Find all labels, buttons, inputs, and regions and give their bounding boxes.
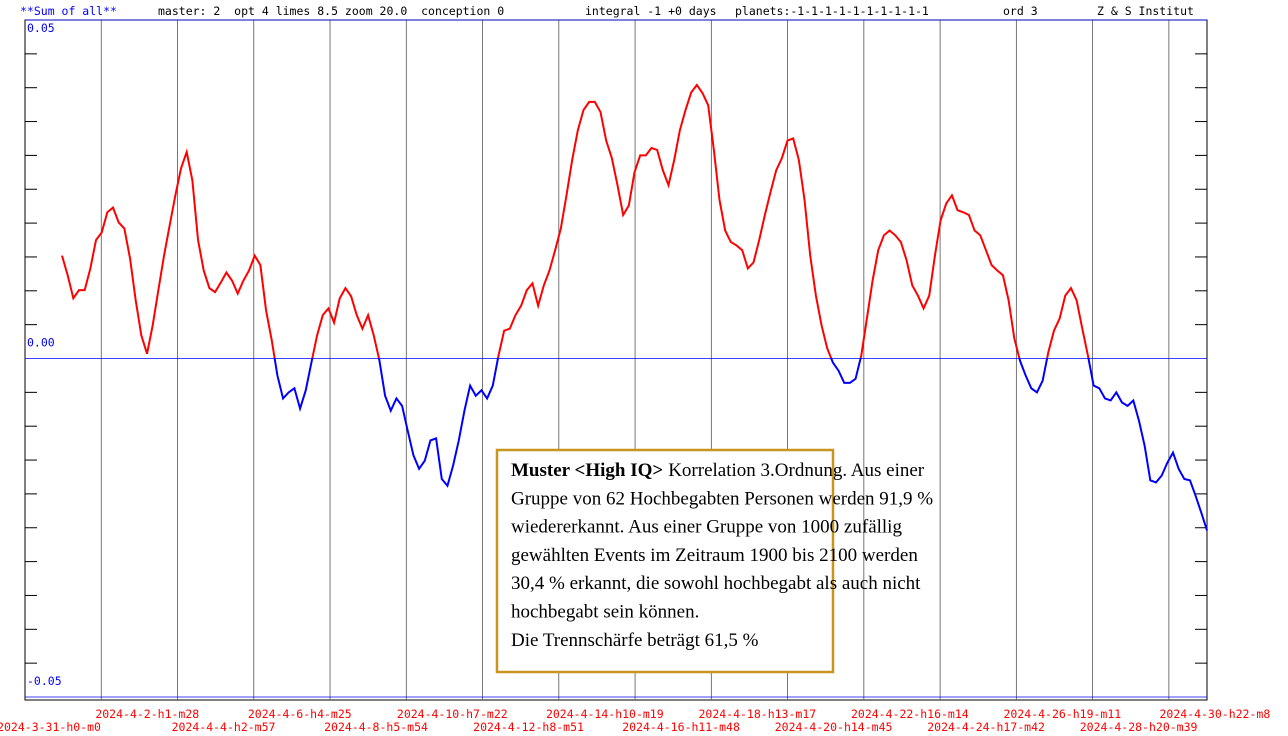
annotation-line: 30,4 % erkannt, die sowohl hochbegabt al… — [511, 573, 921, 594]
labels: **Sum of all** master: 2 opt 4 limes 8.5 … — [0, 4, 1270, 734]
y-tick-label: 0.00 — [27, 336, 55, 350]
annotation-line: Gruppe von 62 Hochbegabten Personen werd… — [511, 488, 933, 509]
annotation-heading: Muster <High IQ> — [511, 460, 663, 481]
y-tick-label: -0.05 — [27, 674, 62, 688]
header-text: integral -1 +0 days — [585, 4, 717, 18]
x-tick-label: 2024-4-14-h10-m19 — [546, 707, 664, 721]
annotation-line: Die Trennschärfe beträgt 61,5 % — [511, 630, 759, 651]
x-tick-label: 2024-4-8-h5-m54 — [324, 720, 428, 734]
x-tick-label: 2024-4-16-h11-m48 — [622, 720, 740, 734]
annotation-line: gewählten Events im Zeitraum 1900 bis 21… — [511, 545, 918, 566]
x-tick-label: 2024-4-12-h8-m51 — [473, 720, 584, 734]
x-tick-label: 2024-4-2-h1-m28 — [95, 707, 199, 721]
x-tick-label: 2024-4-4-h2-m57 — [172, 720, 276, 734]
x-tick-label: 2024-3-31-h0-m0 — [0, 720, 101, 734]
header-text: Z & S Institut — [1097, 4, 1194, 18]
x-tick-label: 2024-4-6-h4-m25 — [248, 707, 352, 721]
x-tick-label: 2024-4-24-h17-m42 — [927, 720, 1045, 734]
marks — [61, 83, 1208, 531]
x-tick-label: 2024-4-20-h14-m45 — [775, 720, 893, 734]
annotation: Muster <High IQ> Korrelation 3.Ordnung. A… — [495, 448, 933, 674]
x-tick-label: 2024-4-26-h19-m11 — [1004, 707, 1122, 721]
annotation-box — [495, 448, 835, 674]
x-tick-label: 2024-4-10-h7-m22 — [397, 707, 508, 721]
x-tick-label: 2024-4-30-h22-m8 — [1159, 707, 1270, 721]
y-tick-label: 0.05 — [27, 21, 55, 35]
header-text: master: 2 opt 4 limes 8.5 zoom 20.0 conc… — [158, 4, 504, 18]
annotation-line: Korrelation 3.Ordnung. Aus einer — [668, 460, 925, 481]
line-positive — [61, 83, 1090, 358]
annotation-line: hochbegabt sein können. — [511, 602, 699, 623]
x-tick-label: 2024-4-18-h13-m17 — [698, 707, 816, 721]
x-tick-label: 2024-4-22-h16-m14 — [851, 707, 969, 721]
header-text: ord 3 — [1003, 4, 1038, 18]
x-tick-label: 2024-4-28-h20-m39 — [1080, 720, 1198, 734]
annotation-line: wiedererkannt. Aus einer Gruppe von 1000… — [511, 517, 902, 538]
header-text: planets:-1-1-1-1-1-1-1-1-1-1 — [735, 4, 929, 18]
header-text: **Sum of all** — [20, 4, 117, 18]
annotation-text: Muster <High IQ> Korrelation 3.Ordnung. A… — [511, 460, 925, 481]
